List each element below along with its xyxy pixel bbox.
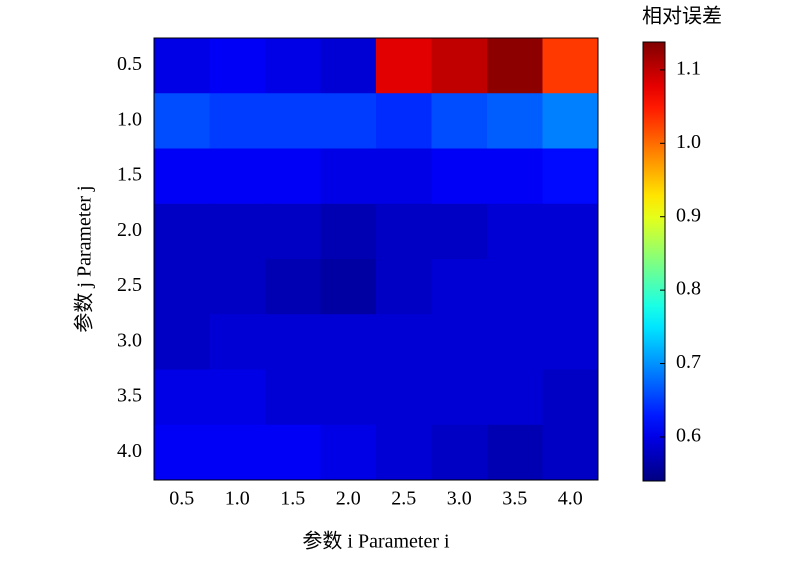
y-tick-label: 4.0	[117, 440, 142, 462]
heatmap-cell	[376, 369, 432, 426]
heatmap-cell	[209, 369, 266, 426]
heatmap-cell	[265, 369, 321, 426]
heatmap-cell	[431, 259, 488, 315]
heatmap-cell	[265, 148, 321, 205]
colorbar-tick-label: 0.6	[676, 425, 701, 447]
y-tick-label: 2.0	[117, 219, 142, 241]
heatmap-cell	[154, 38, 210, 94]
heatmap-cell	[265, 93, 321, 149]
heatmap-cell	[320, 148, 377, 205]
y-tick-label: 1.0	[117, 108, 142, 130]
heatmap-cell	[265, 203, 321, 260]
heatmap-cell	[542, 203, 599, 260]
heatmap-cell	[265, 424, 321, 481]
heatmap-cell	[154, 148, 210, 205]
heatmap-cell	[154, 203, 210, 260]
colorbar-tick-label: 1.1	[676, 57, 701, 79]
colorbar-label: 相对误差	[642, 5, 722, 28]
colorbar-tick-label: 0.9	[676, 204, 701, 226]
colorbar	[642, 41, 666, 482]
heatmap-cell	[431, 203, 488, 260]
heatmap-cell	[487, 259, 543, 315]
plot-frame	[153, 37, 599, 481]
heatmap-cell	[376, 424, 432, 481]
heatmap-cell	[154, 259, 210, 315]
heatmap-cell	[542, 424, 599, 481]
heatmap-cell	[320, 314, 377, 370]
heatmap-cell	[154, 369, 210, 426]
heatmap-cell	[265, 314, 321, 370]
heatmap-cell	[209, 259, 266, 315]
heatmap-cell	[431, 38, 488, 94]
heatmap-cell	[376, 148, 432, 205]
heatmap-cell	[320, 203, 377, 260]
heatmap-cell	[431, 424, 488, 481]
heatmap-cell	[320, 259, 377, 315]
heatmap-cell	[320, 93, 377, 149]
y-tick-label: 3.0	[117, 329, 142, 351]
heatmap-cell	[487, 93, 543, 149]
y-tick-label: 0.5	[117, 53, 142, 75]
heatmap-cell	[209, 424, 266, 481]
heatmap-cell	[431, 369, 488, 426]
heatmap-cell	[487, 38, 543, 94]
heatmap-cell	[376, 93, 432, 149]
x-tick-label: 1.5	[280, 488, 305, 510]
heatmap-cell	[431, 93, 488, 149]
heatmap-cell	[542, 38, 599, 94]
heatmap-cell	[320, 369, 377, 426]
heatmap-cell	[542, 314, 599, 370]
heatmap-cell	[376, 203, 432, 260]
heatmap-cell	[154, 93, 210, 149]
heatmap-cell	[265, 38, 321, 94]
x-tick-label: 4.0	[558, 488, 583, 510]
heatmap-cell	[487, 424, 543, 481]
x-tick-label: 0.5	[169, 488, 194, 510]
heatmap-cell	[431, 148, 488, 205]
heatmap-cell	[376, 314, 432, 370]
colorbar-tick-label: 0.8	[676, 278, 701, 300]
x-tick-label: 2.0	[336, 488, 361, 510]
colorbar-tick-label: 1.0	[676, 131, 701, 153]
colorbar-tick-label: 0.7	[676, 351, 701, 373]
heatmap-cell	[209, 93, 266, 149]
y-axis-label: 参数 j Parameter j	[73, 185, 96, 332]
x-tick-label: 2.5	[391, 488, 416, 510]
heatmap-cell	[487, 369, 543, 426]
heatmap-cell	[320, 424, 377, 481]
heatmap-cell	[265, 259, 321, 315]
heatmap-cell	[376, 259, 432, 315]
heatmap-cell	[487, 203, 543, 260]
x-axis-label: 参数 i Parameter i	[302, 530, 450, 553]
heatmap-cell	[320, 38, 377, 94]
heatmap-cell	[154, 424, 210, 481]
heatmap-cell	[542, 369, 599, 426]
heatmap-cell	[542, 148, 599, 205]
x-tick-label: 1.0	[225, 488, 250, 510]
x-tick-label: 3.0	[447, 488, 472, 510]
heatmap-cell	[154, 314, 210, 370]
x-tick-label: 3.5	[502, 488, 527, 510]
heatmap-cell	[209, 314, 266, 370]
heatmap-cell	[376, 38, 432, 94]
y-tick-label: 1.5	[117, 164, 142, 186]
heatmap-cell	[209, 203, 266, 260]
heatmap-cell	[487, 148, 543, 205]
heatmap-cell	[487, 314, 543, 370]
heatmap-cell	[209, 38, 266, 94]
heatmap-cell	[431, 314, 488, 370]
y-tick-label: 3.5	[117, 385, 142, 407]
heatmap-cell	[542, 93, 599, 149]
heatmap-cell	[542, 259, 599, 315]
heatmap-cell	[209, 148, 266, 205]
y-tick-label: 2.5	[117, 274, 142, 296]
